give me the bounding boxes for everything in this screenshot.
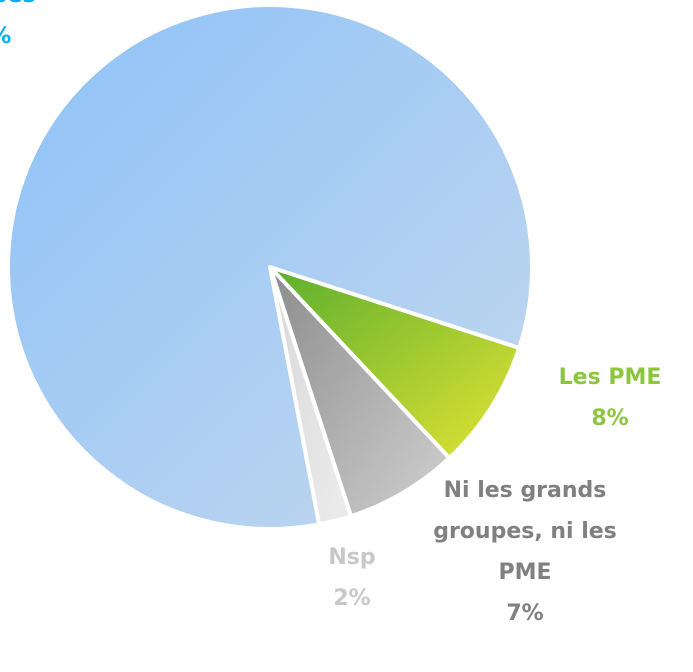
label-text: 7% (506, 601, 544, 626)
label-text: 2% (333, 586, 371, 611)
pie-slice (268, 265, 522, 460)
label-text: Les grands groupes (0, 0, 95, 16)
label-text: Ni les grands groupes, ni les PME (433, 478, 617, 585)
slice-label: Ni les grands groupes, ni les PME 7% (425, 470, 625, 634)
label-text: 83% (0, 16, 95, 57)
slice-label: Les PME 8% (520, 357, 693, 439)
pie-slice (268, 265, 452, 519)
label-text: Les PME (558, 365, 662, 390)
slice-label: Les grands groupes83% (0, 0, 95, 57)
pie-slice (6, 3, 534, 531)
label-text: Nsp (328, 545, 376, 570)
slice-label: Nsp 2% (302, 537, 402, 619)
label-text: 8% (591, 406, 629, 431)
